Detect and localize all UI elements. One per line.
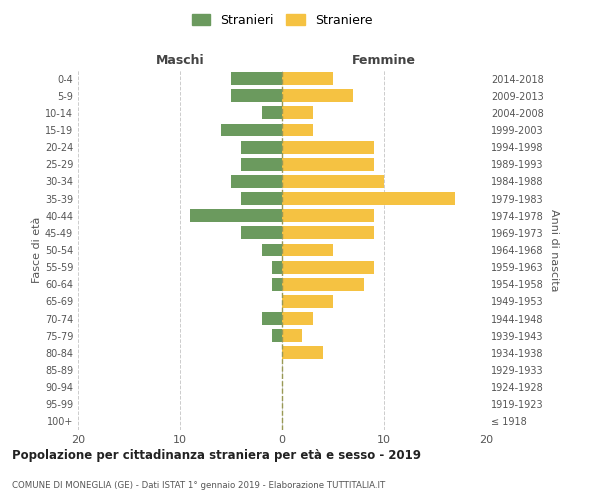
Bar <box>262 244 282 256</box>
Text: COMUNE DI MONEGLIA (GE) - Dati ISTAT 1° gennaio 2019 - Elaborazione TUTTITALIA.I: COMUNE DI MONEGLIA (GE) - Dati ISTAT 1° … <box>12 481 385 490</box>
Y-axis label: Anni di nascita: Anni di nascita <box>549 209 559 291</box>
Bar <box>262 312 282 325</box>
Bar <box>272 278 282 290</box>
Bar <box>272 330 282 342</box>
Bar <box>262 106 282 120</box>
Bar <box>282 124 313 136</box>
Bar <box>221 124 282 136</box>
Bar <box>231 72 282 85</box>
Bar <box>282 260 374 274</box>
Bar <box>282 106 313 120</box>
Bar <box>241 158 282 170</box>
Bar <box>282 295 333 308</box>
Bar <box>241 140 282 153</box>
Bar <box>282 158 374 170</box>
Text: Maschi: Maschi <box>155 54 205 66</box>
Bar <box>282 244 333 256</box>
Bar <box>282 226 374 239</box>
Bar <box>282 346 323 360</box>
Bar <box>282 90 353 102</box>
Bar <box>282 330 302 342</box>
Text: Femmine: Femmine <box>352 54 416 66</box>
Bar <box>241 192 282 205</box>
Bar <box>282 175 384 188</box>
Text: Popolazione per cittadinanza straniera per età e sesso - 2019: Popolazione per cittadinanza straniera p… <box>12 450 421 462</box>
Bar <box>282 72 333 85</box>
Bar <box>241 226 282 239</box>
Y-axis label: Fasce di età: Fasce di età <box>32 217 42 283</box>
Legend: Stranieri, Straniere: Stranieri, Straniere <box>187 8 377 32</box>
Bar <box>282 192 455 205</box>
Bar <box>282 278 364 290</box>
Bar <box>190 210 282 222</box>
Bar <box>272 260 282 274</box>
Bar <box>231 90 282 102</box>
Bar <box>282 210 374 222</box>
Bar <box>282 140 374 153</box>
Bar <box>282 312 313 325</box>
Bar <box>231 175 282 188</box>
